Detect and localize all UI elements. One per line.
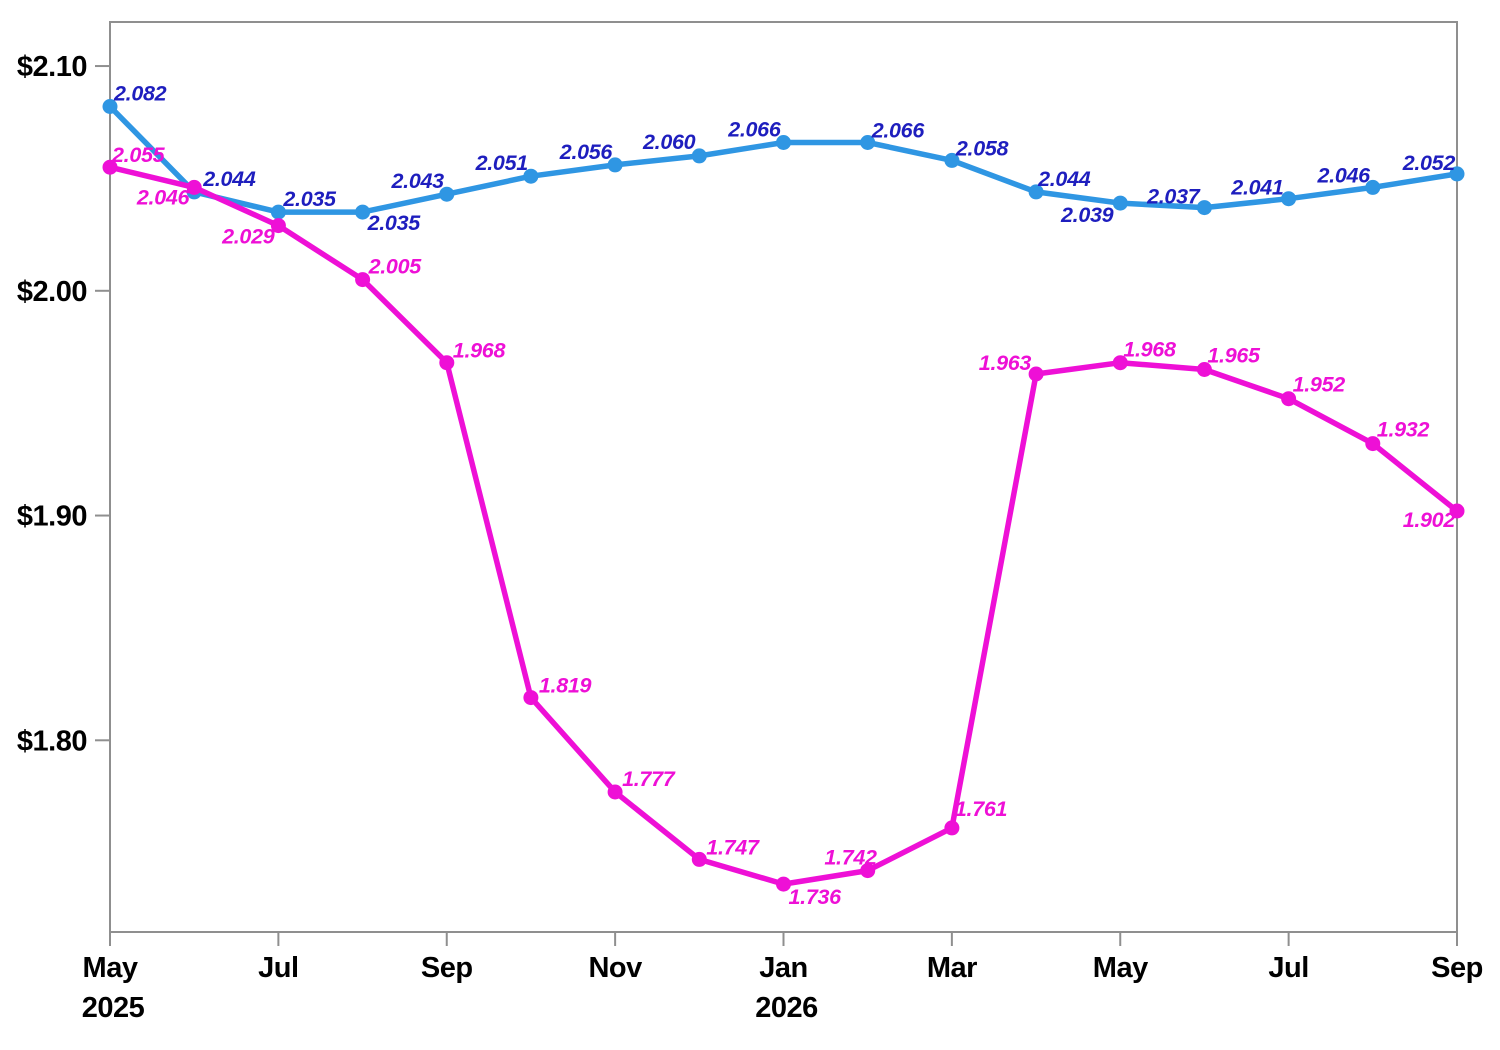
magenta-series-data-label: 1.963	[979, 351, 1032, 375]
magenta-series-data-label: 1.902	[1403, 508, 1456, 532]
magenta-series-data-label: 1.819	[539, 674, 592, 698]
magenta-series-data-label: 1.952	[1293, 373, 1346, 397]
magenta-series-data-label: 1.965	[1207, 344, 1261, 368]
magenta-series-data-point	[186, 179, 202, 195]
blue-series-data-point	[523, 168, 539, 184]
x-tick-label: Jan	[759, 952, 807, 984]
blue-series-data-point	[270, 204, 286, 220]
magenta-series-line	[107, 164, 1460, 887]
magenta-series-data-label: 1.736	[789, 885, 843, 909]
blue-series-data-label: 2.035	[282, 187, 337, 211]
blue-series-data-point	[607, 157, 623, 173]
magenta-series-data-point	[860, 863, 876, 879]
magenta-series-data-point	[1196, 362, 1212, 377]
x-tick-label: May	[83, 952, 138, 984]
blue-series-data-label: 2.051	[475, 151, 528, 175]
blue-series-data-label: 2.041	[1230, 176, 1283, 200]
y-tick-label: $2.00	[17, 276, 87, 308]
blue-series-data-point	[102, 99, 118, 114]
x-tick-label: Jul	[1268, 952, 1308, 984]
blue-series-data-label: 2.035	[367, 211, 422, 235]
blue-series-data-point	[944, 152, 960, 168]
blue-series-data-label: 2.066	[727, 118, 782, 142]
blue-series-data-point	[691, 148, 707, 164]
blue-series-data-point	[1028, 184, 1044, 200]
magenta-series-data-label: 1.968	[453, 339, 506, 363]
blue-series-data-point	[439, 186, 455, 202]
x-tick-label: Mar	[927, 952, 977, 984]
magenta-series-data-point	[523, 690, 539, 706]
x-tick-label: May	[1093, 952, 1148, 984]
blue-series-data-label: 2.056	[559, 140, 614, 164]
x-tick-year-label: 2026	[755, 992, 818, 1024]
x-tick-label: Sep	[1431, 952, 1483, 984]
magenta-series-data-point	[439, 355, 455, 371]
blue-series-data-label: 2.060	[642, 130, 696, 154]
blue-series-data-label: 2.066	[871, 119, 926, 143]
blue-series-data-label: 2.052	[1402, 151, 1456, 175]
magenta-series-data-label: 1.968	[1123, 338, 1176, 362]
magenta-series-data-label: 2.005	[368, 255, 423, 279]
blue-series-data-point	[1449, 166, 1465, 182]
magenta-series-data-label: 1.761	[955, 797, 1007, 821]
blue-series-data-point	[776, 135, 791, 150]
blue-series-data-label: 2.082	[113, 82, 167, 106]
magenta-series-data-point	[691, 851, 707, 867]
magenta-series-data-label: 1.777	[622, 767, 676, 791]
magenta-series-data-point	[776, 876, 791, 892]
magenta-series-data-point	[1028, 366, 1044, 382]
blue-series-data-label: 2.058	[955, 136, 1009, 160]
x-tick-label: Jul	[258, 952, 298, 984]
blue-series-data-point	[1281, 191, 1297, 207]
magenta-series-data-label: 1.742	[824, 846, 877, 870]
magenta-series-data-point	[270, 218, 286, 234]
y-tick-label: $2.10	[17, 51, 87, 83]
blue-series-data-point	[1365, 179, 1381, 195]
magenta-series-data-label: 2.029	[221, 225, 275, 249]
blue-series-data-label: 2.043	[390, 169, 444, 193]
blue-series-data-point	[1112, 195, 1128, 211]
plot-border	[109, 21, 1458, 933]
magenta-series-data-point	[944, 820, 960, 836]
magenta-series-data-point	[1112, 355, 1128, 371]
x-tick-label: Nov	[588, 952, 642, 984]
magenta-series-data-point	[1281, 391, 1297, 407]
blue-series-data-point	[355, 204, 371, 220]
magenta-series-data-label: 2.055	[111, 143, 166, 167]
magenta-series-data-label: 1.747	[706, 835, 760, 859]
y-tick-label: $1.80	[17, 725, 87, 757]
magenta-series-data-point	[1449, 503, 1465, 519]
magenta-series-data-label: 1.932	[1377, 418, 1430, 442]
blue-series-data-label: 2.044	[1037, 167, 1091, 191]
magenta-series-data-point	[355, 272, 371, 288]
blue-series-data-label: 2.039	[1060, 203, 1114, 227]
blue-series-data-point	[1196, 200, 1212, 216]
magenta-series-data-point	[607, 784, 623, 800]
blue-series-data-label: 2.037	[1146, 185, 1201, 209]
blue-series-data-label: 2.046	[1316, 163, 1371, 187]
magenta-series-data-point	[102, 159, 118, 175]
magenta-series-data-label: 2.046	[136, 185, 191, 209]
y-tick-label: $1.90	[17, 501, 87, 533]
x-tick-year-label: 2025	[82, 992, 145, 1024]
magenta-series-data-point	[1365, 436, 1381, 452]
blue-series-data-point	[860, 135, 876, 150]
blue-series-data-label: 2.044	[202, 167, 256, 191]
x-tick-label: Sep	[421, 952, 473, 984]
